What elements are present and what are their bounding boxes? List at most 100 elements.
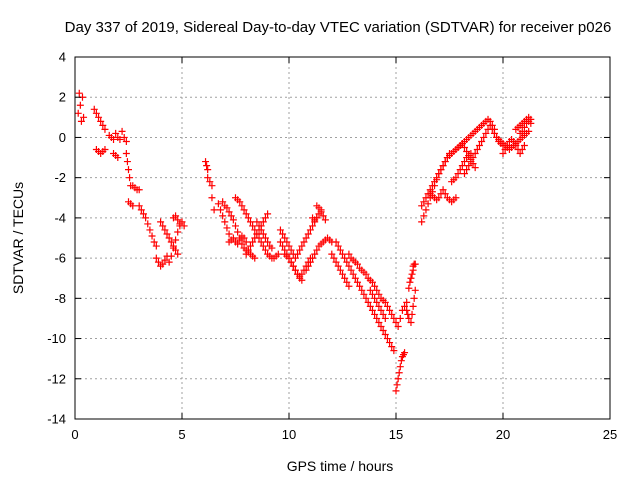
data-point xyxy=(383,302,391,310)
series-segment xyxy=(302,234,336,274)
data-point xyxy=(257,238,265,246)
data-point xyxy=(304,230,312,238)
data-point xyxy=(238,202,246,210)
data-point xyxy=(304,262,312,270)
data-point xyxy=(234,240,242,248)
data-point xyxy=(159,222,167,230)
data-point xyxy=(174,250,182,258)
data-point xyxy=(298,276,306,284)
data-point xyxy=(408,310,416,318)
data-point xyxy=(371,282,379,290)
data-point xyxy=(259,242,267,250)
data-point xyxy=(306,226,314,234)
data-point xyxy=(407,274,415,282)
data-point xyxy=(161,226,169,234)
data-point xyxy=(383,335,391,343)
data-point xyxy=(180,222,188,230)
data-point xyxy=(285,254,293,262)
series-segment xyxy=(392,349,409,395)
data-point xyxy=(279,242,287,250)
data-point xyxy=(341,254,349,262)
data-point xyxy=(431,178,439,186)
data-point xyxy=(116,135,124,143)
data-point xyxy=(381,314,389,322)
data-point xyxy=(264,210,272,218)
data-point xyxy=(142,214,150,222)
x-tick-label: 5 xyxy=(178,427,185,442)
data-point xyxy=(386,306,394,314)
data-point xyxy=(452,194,460,202)
series-segment xyxy=(313,202,325,214)
data-point xyxy=(403,298,411,306)
series-segment xyxy=(105,127,130,145)
data-point xyxy=(214,200,222,208)
data-point xyxy=(120,133,128,141)
data-point xyxy=(287,246,295,254)
series-segment xyxy=(169,212,184,228)
data-point xyxy=(520,141,528,149)
y-tick-label: -6 xyxy=(54,251,66,266)
x-tick-label: 20 xyxy=(496,427,510,442)
data-point xyxy=(159,260,167,268)
data-point xyxy=(366,286,374,294)
data-point xyxy=(204,174,212,182)
data-point xyxy=(465,162,473,170)
data-point xyxy=(97,117,105,125)
data-point xyxy=(456,166,464,174)
data-point xyxy=(242,210,250,218)
data-point xyxy=(223,224,231,232)
data-point xyxy=(520,123,528,131)
data-point xyxy=(285,242,293,250)
data-point xyxy=(203,162,211,170)
data-point xyxy=(112,129,120,137)
data-point xyxy=(125,166,132,174)
data-point xyxy=(321,216,329,224)
data-point xyxy=(330,254,338,262)
data-point xyxy=(274,250,282,258)
series-segment xyxy=(204,174,216,190)
data-point xyxy=(345,262,353,270)
data-point xyxy=(362,270,370,278)
data-point xyxy=(349,270,357,278)
data-point xyxy=(244,246,252,254)
data-point xyxy=(167,238,175,246)
data-point xyxy=(240,234,248,242)
data-point xyxy=(298,242,306,250)
data-point xyxy=(332,238,340,246)
data-point xyxy=(309,254,317,262)
data-point xyxy=(345,250,353,258)
data-point xyxy=(422,206,430,214)
data-point xyxy=(236,198,244,206)
data-point xyxy=(122,150,130,158)
data-point xyxy=(148,232,156,240)
y-tick-label: -12 xyxy=(47,371,66,386)
data-point xyxy=(469,154,477,162)
data-point xyxy=(347,266,355,274)
data-point xyxy=(458,139,466,147)
series-segment xyxy=(516,117,535,137)
data-point xyxy=(302,234,310,242)
series-segment xyxy=(125,198,137,210)
series-segment xyxy=(122,150,135,190)
data-point xyxy=(401,302,409,310)
data-point xyxy=(366,302,374,310)
data-point xyxy=(165,234,173,242)
data-point xyxy=(95,113,103,121)
data-point xyxy=(375,302,383,310)
data-point xyxy=(394,322,402,330)
series-segment xyxy=(152,252,171,270)
data-point xyxy=(475,141,483,149)
data-point xyxy=(478,137,486,145)
data-point xyxy=(137,206,145,214)
data-point xyxy=(452,174,460,182)
data-point xyxy=(99,121,107,129)
data-point xyxy=(176,220,184,228)
data-point xyxy=(386,339,394,347)
data-point xyxy=(424,200,432,208)
series-segment xyxy=(202,158,212,174)
data-point xyxy=(343,278,351,286)
series-segment xyxy=(294,208,329,258)
data-point xyxy=(232,222,239,230)
data-point xyxy=(407,318,415,326)
data-point xyxy=(92,109,100,117)
